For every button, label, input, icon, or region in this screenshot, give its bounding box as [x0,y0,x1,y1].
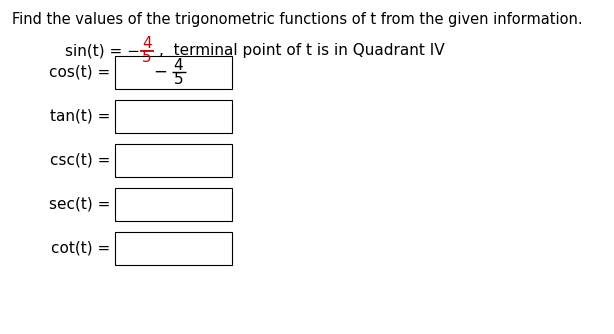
Text: cos(t) =: cos(t) = [49,64,110,79]
FancyBboxPatch shape [115,55,232,89]
Text: cot(t) =: cot(t) = [51,240,110,256]
Text: 4: 4 [174,57,184,72]
Text: sec(t) =: sec(t) = [49,196,110,211]
FancyBboxPatch shape [115,231,232,265]
FancyBboxPatch shape [115,187,232,220]
Text: ,  terminal point of t is in Quadrant IV: , terminal point of t is in Quadrant IV [159,43,445,58]
Text: −: − [154,63,168,81]
Text: sin(t) = −: sin(t) = − [65,43,145,58]
Text: csc(t) =: csc(t) = [50,153,110,167]
Text: 4: 4 [142,36,152,51]
FancyBboxPatch shape [115,144,232,176]
Text: tan(t) =: tan(t) = [50,109,110,124]
Text: Find the values of the trigonometric functions of t from the given information.: Find the values of the trigonometric fun… [12,12,583,27]
Text: 5: 5 [174,71,184,87]
Text: 5: 5 [142,50,152,65]
FancyBboxPatch shape [115,100,232,133]
